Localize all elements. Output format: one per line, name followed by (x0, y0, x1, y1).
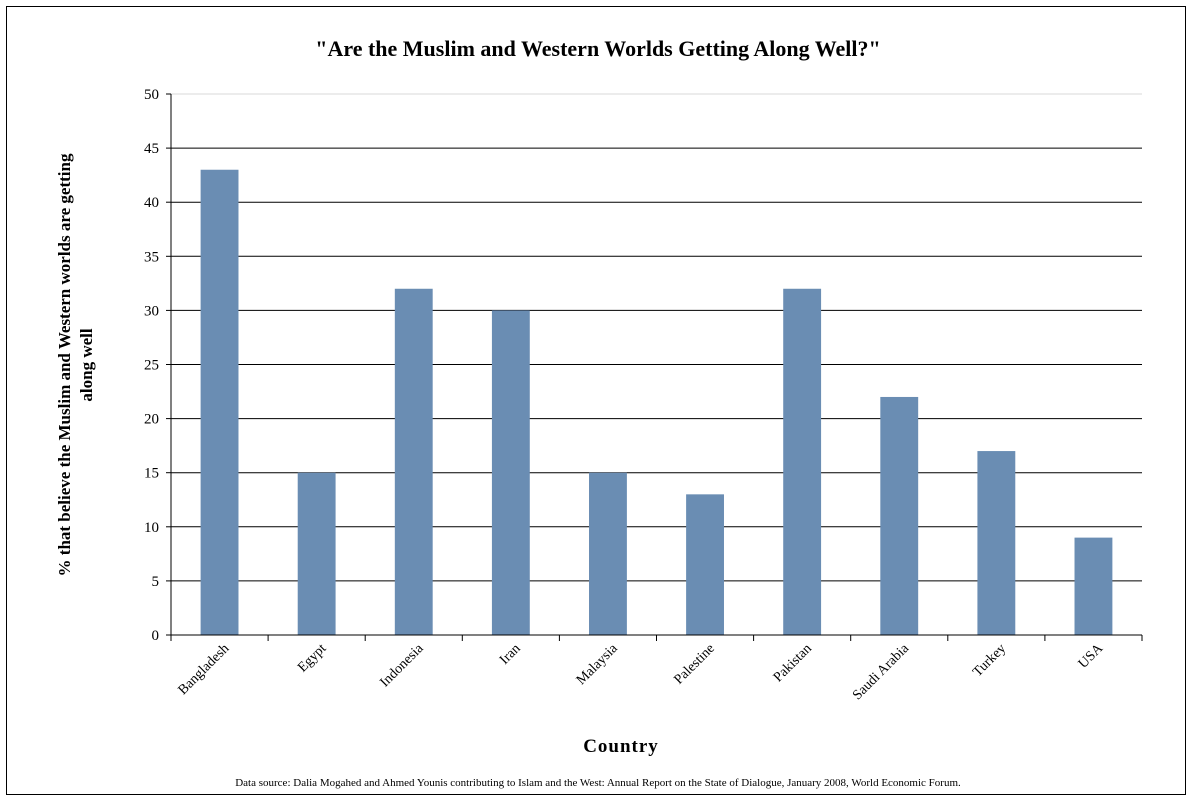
y-tick-labels: 0 5 10 15 20 25 30 35 40 45 50 (144, 87, 159, 644)
y-axis-label-line-1: % that believe the Muslim and Western wo… (55, 153, 74, 576)
x-tick-label: Iran (497, 641, 524, 668)
x-tick-label: Malaysia (574, 641, 621, 688)
y-tick-label: 20 (144, 412, 159, 428)
y-tick-label: 35 (144, 249, 159, 265)
y-tick-label: 0 (152, 628, 160, 644)
x-tick-label: Pakistan (771, 641, 815, 685)
x-axis-label: Country (583, 736, 659, 757)
data-source-note: Data source: Dalia Mogahed and Ahmed You… (235, 777, 961, 789)
bar-saudi-arabia (880, 397, 918, 635)
bar-palestine (686, 494, 724, 635)
bar-bangladesh (201, 170, 239, 635)
y-tick-label: 15 (144, 466, 159, 482)
x-tick-label: Turkey (970, 641, 1009, 680)
bar-usa (1075, 538, 1113, 635)
y-tick-label: 45 (144, 141, 159, 157)
bar-iran (492, 310, 530, 635)
chart-title: "Are the Muslim and Western Worlds Getti… (315, 36, 881, 61)
bar-indonesia (395, 289, 433, 635)
y-tick-label: 25 (144, 358, 159, 374)
y-axis-label-line-2: along well (77, 328, 96, 401)
y-tick-label: 50 (144, 87, 159, 103)
bar-turkey (977, 451, 1015, 635)
x-tick-label: Bangladesh (176, 641, 233, 698)
x-tick-label: Egypt (295, 641, 329, 675)
y-tick-label: 30 (144, 303, 159, 319)
x-tick-label: USA (1076, 641, 1107, 672)
bars (201, 170, 1113, 635)
bar-malaysia (589, 473, 627, 635)
y-tick-label: 40 (144, 195, 159, 211)
x-tick-label: Indonesia (377, 641, 427, 691)
x-tick-labels: Bangladesh Egypt Indonesia Iran Malaysia Pale… (176, 641, 1107, 704)
bar-pakistan (783, 289, 821, 635)
x-tick-label: Palestine (672, 641, 718, 687)
y-tick-label: 10 (144, 520, 159, 536)
y-tick-label: 5 (152, 574, 160, 590)
bar-egypt (298, 473, 336, 635)
x-tick-label: Saudi Arabia (850, 641, 913, 704)
